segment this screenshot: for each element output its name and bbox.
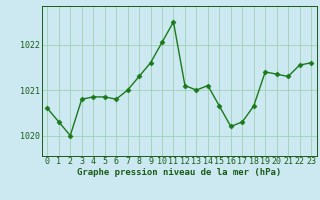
X-axis label: Graphe pression niveau de la mer (hPa): Graphe pression niveau de la mer (hPa) (77, 168, 281, 177)
